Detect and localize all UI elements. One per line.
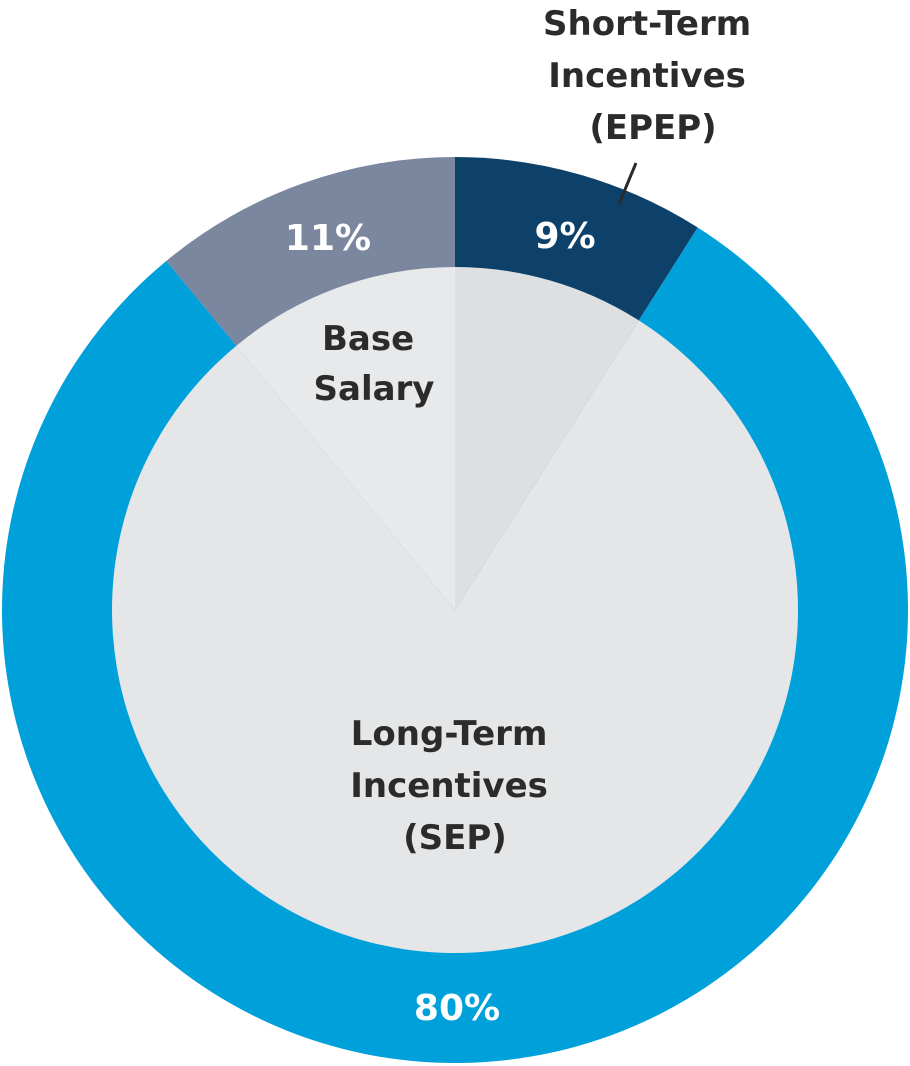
category-label-base-line-1: Base (322, 319, 414, 359)
category-label-short-term-line-2: Incentives (548, 56, 746, 96)
inner-slice-long (111, 320, 798, 953)
inner-slice-short (455, 267, 639, 610)
category-label-base: Base Salary (314, 319, 435, 409)
category-label-base-line-2: Salary (314, 369, 435, 409)
inner-slice-base (236, 267, 455, 610)
category-label-long-term: Long-Term Incentives (SEP) (350, 714, 560, 858)
inner-slices (111, 267, 798, 953)
category-label-long-term-line-3: (SEP) (403, 818, 507, 858)
value-label-base: 11% (285, 218, 371, 259)
value-label-short-term: 9% (534, 216, 595, 257)
category-label-long-term-line-2: Incentives (350, 766, 548, 806)
category-label-long-term-line-1: Long-Term (351, 714, 548, 754)
category-label-short-term-line-1: Short-Term (543, 4, 751, 44)
short-term-callout-line (617, 162, 638, 205)
category-label-short-term-line-3: (EPEP) (589, 108, 716, 148)
category-label-short-term: Short-Term Incentives (EPEP) (543, 4, 763, 148)
value-label-long-term: 80% (414, 988, 500, 1029)
